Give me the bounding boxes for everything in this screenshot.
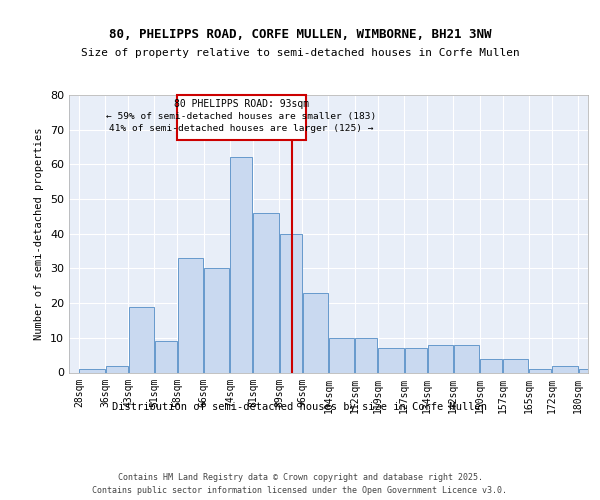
Bar (428, 345, 453, 372)
Bar (155, 342, 177, 372)
Bar (253, 213, 279, 372)
Text: 80, PHELIPPS ROAD, CORFE MULLEN, WIMBORNE, BH21 3NW: 80, PHELIPPS ROAD, CORFE MULLEN, WIMBORN… (109, 28, 491, 40)
Bar (404, 348, 427, 372)
Text: Distribution of semi-detached houses by size in Corfe Mullen: Distribution of semi-detached houses by … (113, 402, 487, 412)
Bar (106, 366, 128, 372)
Text: Size of property relative to semi-detached houses in Corfe Mullen: Size of property relative to semi-detach… (80, 48, 520, 58)
Bar (480, 358, 502, 372)
Text: 80 PHELIPPS ROAD: 93sqm: 80 PHELIPPS ROAD: 93sqm (174, 99, 309, 109)
Bar (553, 366, 578, 372)
Bar (230, 158, 253, 372)
Bar (303, 292, 328, 372)
Bar (204, 268, 229, 372)
Bar (355, 338, 377, 372)
Y-axis label: Number of semi-detached properties: Number of semi-detached properties (34, 128, 44, 340)
Text: Contains public sector information licensed under the Open Government Licence v3: Contains public sector information licen… (92, 486, 508, 495)
FancyBboxPatch shape (178, 95, 305, 140)
Bar (329, 338, 354, 372)
Bar (503, 358, 529, 372)
Text: Contains HM Land Registry data © Crown copyright and database right 2025.: Contains HM Land Registry data © Crown c… (118, 472, 482, 482)
Text: 41% of semi-detached houses are larger (125) →: 41% of semi-detached houses are larger (… (109, 124, 374, 133)
Bar (454, 345, 479, 372)
Bar (79, 369, 104, 372)
Bar (529, 369, 551, 372)
Bar (280, 234, 302, 372)
Bar (128, 306, 154, 372)
Text: ← 59% of semi-detached houses are smaller (183): ← 59% of semi-detached houses are smalle… (106, 112, 377, 120)
Bar (178, 258, 203, 372)
Bar (578, 369, 600, 372)
Bar (378, 348, 404, 372)
